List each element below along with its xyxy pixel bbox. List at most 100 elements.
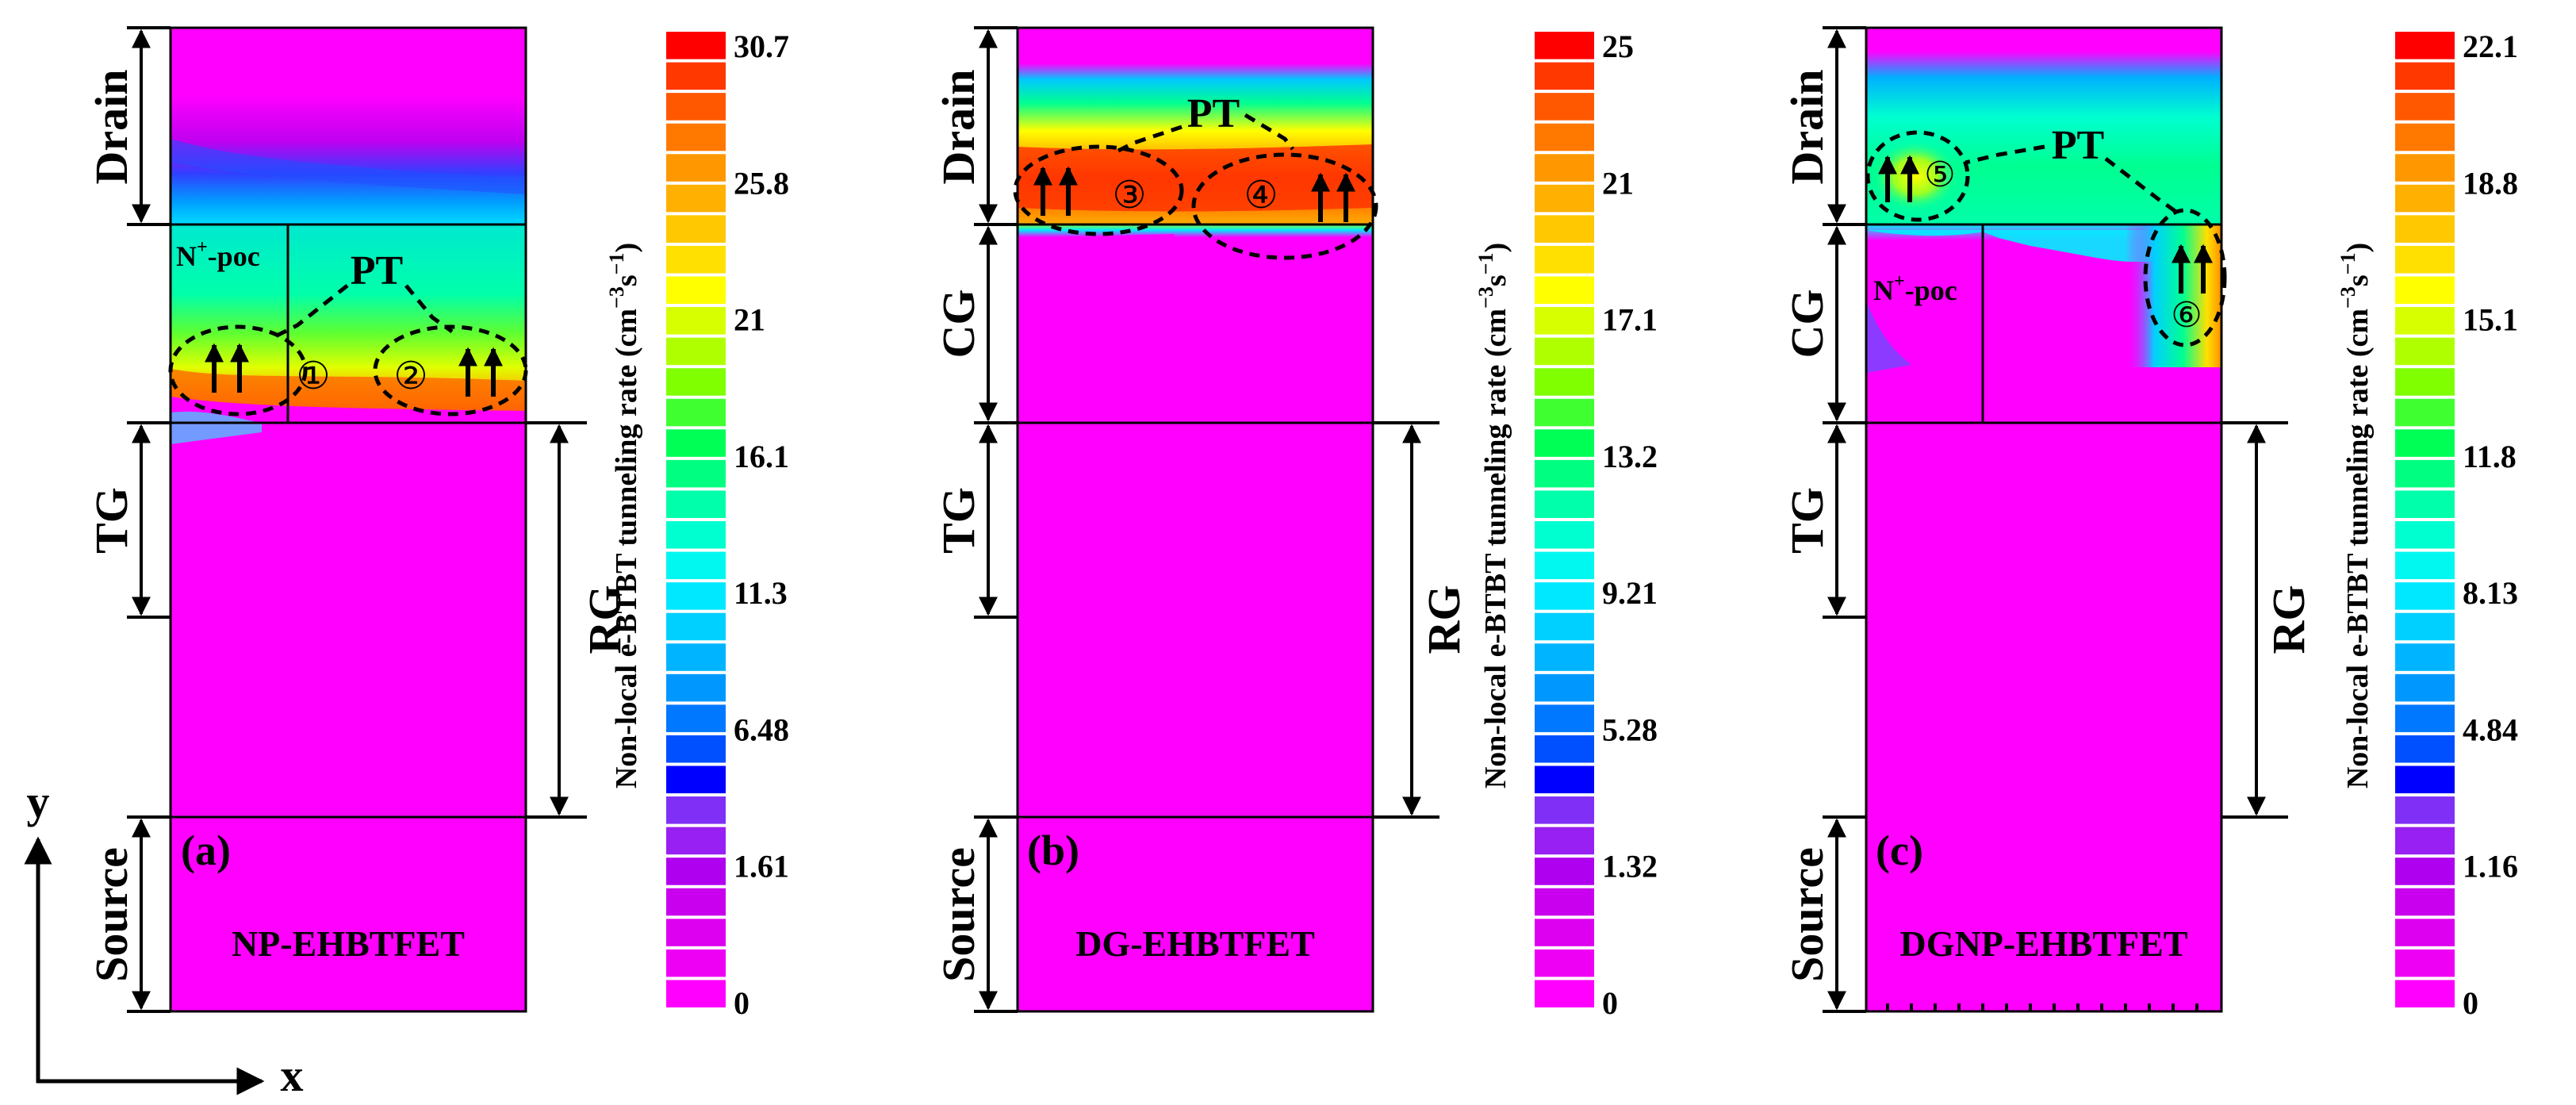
panel-a-colorbar-swatch [666, 307, 726, 335]
panel-c-colorbar-swatch [2395, 643, 2455, 671]
panel-b-control-gate-label: CG [933, 290, 984, 359]
panel-a-colorbar-swatch [666, 643, 726, 671]
panel-a-colorbar-swatch [666, 184, 726, 213]
panel-c: Drain CG TG Source RG N+-poc PT ⑤ ⑥ [1781, 26, 2518, 1021]
panel-c-colorbar-tick-label: 22.1 [2463, 29, 2518, 64]
panel-c-colorbar-swatch [2395, 62, 2455, 90]
panel-b-colorbar-swatch [1535, 765, 1594, 794]
panel-c-colorbar-tick-label: 1.16 [2463, 849, 2518, 884]
panel-b-top-gate-label: TG [933, 487, 984, 554]
x-axis-label: x [281, 1049, 304, 1101]
panel-b-colorbar-swatch [1535, 919, 1594, 946]
panel-a-contour [169, 26, 527, 1013]
panel-c-colorbar-swatch [2395, 551, 2455, 580]
panel-b-colorbar-swatch [1535, 215, 1594, 243]
panel-a-colorbar-swatch [666, 888, 726, 916]
panel-a-colorbar-swatch [666, 735, 726, 763]
panel-b-colorbar-swatch [1535, 337, 1594, 366]
panel-a-label: (a) [181, 827, 231, 874]
panel-a-colorbar-tick-label: 1.61 [734, 849, 789, 884]
panel-a-tunnel-arrows-right [458, 347, 503, 397]
panel-a-colorbar-swatch [666, 123, 726, 152]
panel-b-drain-label: Drain [933, 70, 984, 185]
panel-c-tunnel-arrows-right [2172, 244, 2213, 294]
panel-b-colorbar-swatch [1535, 888, 1594, 916]
panel-a-colorbar-swatch [666, 32, 726, 59]
panel-b-colorbar-swatch [1535, 276, 1594, 305]
panel-c-drain-label: Drain [1781, 70, 1833, 185]
panel-b-colorbar-swatch [1535, 704, 1594, 732]
panel-b-pt-ellipse-4 [1191, 152, 1378, 260]
panel-c-colorbar-tick-label: 11.8 [2463, 439, 2517, 474]
panel-a-colorbar-swatch [666, 673, 726, 702]
panel-a-pt-link-left [272, 284, 349, 340]
panel-c-colorbar-swatch [2395, 184, 2455, 213]
panel-b-right-gate-label: RG [1418, 585, 1470, 654]
panel-c-colorbar-swatch [2395, 888, 2455, 916]
panel-a-colorbar-swatch [666, 154, 726, 182]
panel-a-colorbar-swatch [666, 337, 726, 366]
panel-c-right-gate-label: RG [2263, 585, 2314, 654]
panel-c-control-gate-label: CG [1781, 290, 1833, 359]
panel-b-pt-link-right [1244, 113, 1294, 151]
panel-c-colorbar-swatch [2395, 459, 2455, 488]
panel-c-pt-link-left [1965, 144, 2045, 165]
panel-b-colorbar-swatch [1535, 643, 1594, 671]
panel-c-label: (c) [1876, 827, 1923, 874]
panel-b-colorbar-tick-label: 13.2 [1602, 439, 1658, 474]
panel-b-colorbar-swatch [1535, 612, 1594, 641]
panel-b-colorbar-swatch [1535, 184, 1594, 213]
panel-a-colorbar-swatch [666, 398, 726, 427]
panel-a-colorbar-swatch [666, 949, 726, 977]
panel-b-pt-label: PT [1187, 91, 1240, 136]
panel-c-pt-label: PT [2052, 123, 2104, 168]
panel-c-marker-6: ⑥ [2171, 295, 2202, 336]
panel-c-colorbar-swatch [2395, 919, 2455, 946]
panel-b-pt-ellipse-3 [1013, 144, 1184, 236]
panel-b-colorbar-title: Non-local e-BTBT tunneling rate (cm−3s−1… [1474, 243, 1512, 788]
panel-a-colorbar-swatch [666, 459, 726, 488]
panel-a-colorbar-swatch [666, 980, 726, 1007]
panel-b-colorbar-swatch [1535, 245, 1594, 274]
panel-b-colorbar-swatch [1535, 980, 1594, 1007]
panel-b-colorbar-tick-label: 25 [1602, 29, 1634, 64]
panel-c-colorbar-swatch [2395, 704, 2455, 732]
panel-c-colorbar-swatch [2395, 735, 2455, 763]
panel-c-top-gate-label: TG [1781, 487, 1833, 554]
coordinate-axes: y x [24, 776, 304, 1101]
panel-c-colorbar-swatch [2395, 582, 2455, 610]
panel-c-colorbar-swatch [2395, 858, 2455, 885]
panel-c-pt-ellipse-5 [1865, 130, 1970, 222]
panel-c-colorbar-swatch [2395, 429, 2455, 457]
panel-c-colorbar-tick-label: 8.13 [2463, 575, 2518, 611]
panel-a-pt-ellipse-2 [373, 324, 528, 416]
panel-c-colorbar-swatch [2395, 796, 2455, 824]
panel-b: Drain CG TG Source RG PT ③ ④ (b) DG-EHBT… [933, 26, 1658, 1021]
panel-a-colorbar-tick-label: 30.7 [734, 29, 789, 64]
panel-b-colorbar-swatch [1535, 93, 1594, 121]
panel-c-colorbar-swatch [2395, 673, 2455, 702]
panel-b-colorbar-swatch [1535, 735, 1594, 763]
panel-b-colorbar-swatch [1535, 123, 1594, 152]
panel-a-colorbar-swatch [666, 276, 726, 305]
panel-c-colorbar-tick-label: 15.1 [2463, 302, 2518, 338]
panel-a-colorbar-swatch [666, 858, 726, 885]
panel-c-pt-ellipse-6 [2143, 208, 2227, 347]
panel-a-pt-label: PT [351, 248, 403, 294]
panel-c-device-name: DGNP-EHBTFET [1900, 923, 2188, 964]
panel-c-source-label: Source [1781, 847, 1833, 982]
panel-a-source-label: Source [86, 847, 137, 982]
panel-b-colorbar-swatch [1535, 429, 1594, 457]
panel-b-colorbar-swatch [1535, 582, 1594, 610]
panel-a-colorbar-swatch [666, 919, 726, 946]
panel-a-colorbar-swatch [666, 429, 726, 457]
panel-c-tunnel-arrows-left [1878, 155, 1919, 202]
panel-b-colorbar-tick-label: 1.32 [1602, 849, 1658, 884]
panel-a-device-name: NP-EHBTFET [232, 923, 465, 964]
panel-c-colorbar-swatch [2395, 215, 2455, 243]
panel-a-colorbar-tick-label: 11.3 [734, 575, 788, 611]
panel-c-colorbar-title: Non-local e-BTBT tunneling rate (cm−3s−1… [2336, 243, 2375, 788]
panel-a-right-gate-label: RG [579, 585, 631, 654]
panel-a-tunnel-arrows-left [205, 343, 249, 393]
